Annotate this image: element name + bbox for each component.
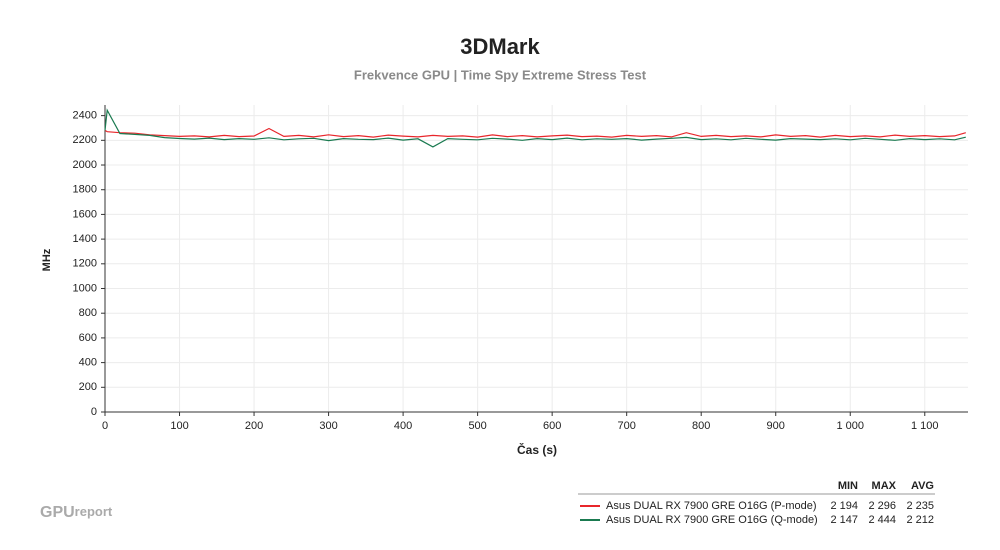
chart-subtitle: Frekvence GPU | Time Spy Extreme Stress …	[354, 67, 647, 82]
series-line	[104, 127, 966, 138]
legend-header: MIN	[838, 480, 858, 492]
y-tick-label: 800	[79, 307, 97, 319]
legend-stat: 2 147	[830, 514, 858, 526]
y-tick-label: 1600	[73, 208, 97, 220]
y-tick-label: 1200	[73, 258, 97, 270]
y-tick-label: 1400	[73, 233, 97, 245]
watermark: GPUreport	[40, 504, 113, 521]
watermark-part: GPU	[40, 504, 75, 521]
x-tick-label: 0	[102, 420, 108, 432]
x-tick-label: 800	[692, 420, 710, 432]
legend-header: AVG	[911, 480, 934, 492]
legend-stat: 2 212	[906, 514, 934, 526]
x-tick-label: 700	[617, 420, 635, 432]
y-tick-label: 2200	[73, 134, 97, 146]
x-tick-label: 100	[170, 420, 188, 432]
x-axis-label: Čas (s)	[517, 442, 557, 457]
legend-label: Asus DUAL RX 7900 GRE O16G (P-mode)	[606, 500, 817, 512]
y-axis-label: MHz	[41, 248, 53, 271]
y-tick-label: 1000	[73, 282, 97, 294]
y-tick-label: 2000	[73, 159, 97, 171]
legend-header: MAX	[872, 480, 897, 492]
legend-stat: 2 296	[868, 500, 896, 512]
legend-stat: 2 444	[868, 514, 896, 526]
legend-stat: 2 235	[906, 500, 934, 512]
chart-title: 3DMark	[460, 34, 540, 59]
x-tick-label: 1 000	[836, 420, 864, 432]
y-tick-label: 1800	[73, 184, 97, 196]
y-tick-label: 2400	[73, 110, 97, 122]
x-tick-label: 300	[319, 420, 337, 432]
legend-label: Asus DUAL RX 7900 GRE O16G (Q-mode)	[606, 514, 818, 526]
x-tick-label: 200	[245, 420, 263, 432]
y-tick-label: 200	[79, 381, 97, 393]
x-tick-label: 400	[394, 420, 412, 432]
x-tick-label: 500	[468, 420, 486, 432]
x-tick-label: 1 100	[911, 420, 939, 432]
watermark-part: report	[75, 504, 113, 519]
x-tick-label: 600	[543, 420, 561, 432]
series-line	[104, 108, 966, 148]
legend-stat: 2 194	[830, 500, 858, 512]
y-tick-label: 400	[79, 357, 97, 369]
y-tick-label: 0	[91, 406, 97, 418]
x-tick-label: 900	[767, 420, 785, 432]
y-tick-label: 600	[79, 332, 97, 344]
